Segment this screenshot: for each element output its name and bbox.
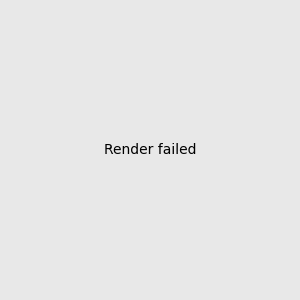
Text: Render failed: Render failed <box>104 143 196 157</box>
